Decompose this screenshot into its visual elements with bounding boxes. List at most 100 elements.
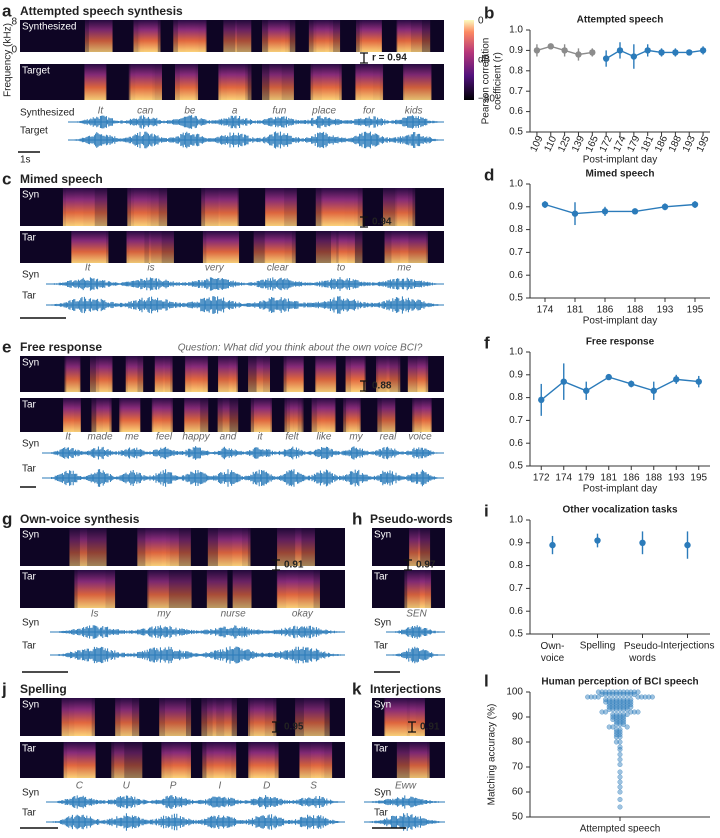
spectrogram-energy <box>64 356 79 392</box>
swarm-point <box>595 689 601 695</box>
r-marker <box>272 559 280 571</box>
y-tick-label: 0.5 <box>509 293 523 304</box>
swarm-point <box>635 709 641 715</box>
x-tick-label: 172 <box>598 134 615 154</box>
spectrogram-label: Tar <box>22 233 37 244</box>
swarm-point <box>599 691 605 698</box>
panel-letter: c <box>2 169 11 188</box>
y-tick-label: 1.0 <box>509 347 523 358</box>
x-tick-label: 193 <box>681 134 698 154</box>
x-tick-label: 139 <box>570 134 587 154</box>
spectrogram-energy <box>79 528 107 566</box>
chart-title: Other vocalization tasks <box>562 505 677 516</box>
spectrogram-energy <box>202 231 239 263</box>
data-point <box>541 201 549 208</box>
swarm-point <box>617 751 623 758</box>
spectrogram-energy <box>396 742 428 778</box>
swarm-point <box>603 691 609 698</box>
spectrogram-energy <box>381 398 396 432</box>
wave-label: Synthesized <box>20 108 74 119</box>
x-tick-label: Attempted speech <box>580 824 661 833</box>
swarm-point <box>617 761 623 768</box>
spectrogram-energy <box>223 20 237 52</box>
spectrogram-energy <box>384 231 409 263</box>
spectrogram-energy <box>299 742 322 778</box>
data-point <box>601 208 609 215</box>
y-tick-label: 60 <box>512 787 524 798</box>
panel-letter: a <box>2 1 12 20</box>
word: can <box>137 106 154 117</box>
x-tick-label: 174 <box>537 305 554 316</box>
data-point <box>639 539 646 546</box>
data-point <box>699 47 707 54</box>
data-point <box>589 49 596 56</box>
swarm-point <box>610 691 616 698</box>
swarm-point <box>617 746 623 753</box>
y-axis-label: coefficient (r) <box>493 52 504 110</box>
chart-title: Attempted speech <box>577 15 664 26</box>
spectrogram-energy <box>178 20 196 52</box>
r-value: r = 0.94 <box>372 53 407 64</box>
swarm-point <box>617 789 623 795</box>
swarm-point <box>639 694 645 700</box>
series-line <box>540 376 699 401</box>
word: P <box>170 781 177 792</box>
wave-label: Tar <box>22 464 37 475</box>
y-tick-label: 0.7 <box>509 86 523 97</box>
spectrogram-energy <box>217 356 237 392</box>
word: very <box>205 263 225 274</box>
spectrogram-energy <box>165 698 192 736</box>
waveform <box>42 469 444 487</box>
data-point <box>583 387 590 394</box>
spectrogram-energy <box>417 528 431 566</box>
swarm-point <box>610 716 616 723</box>
word: me <box>397 263 411 274</box>
x-axis-label: Post-implant day <box>583 484 657 495</box>
swarm-point <box>617 734 623 740</box>
spectrogram-label: Tar <box>22 744 37 755</box>
chart-title: Free response <box>586 337 655 348</box>
word: and <box>220 432 237 443</box>
panel-letter: h <box>352 509 362 528</box>
panel-title: Free response <box>20 340 102 354</box>
spectrogram-energy <box>288 356 304 392</box>
spectrogram-label: Synthesized <box>22 22 76 33</box>
panel-letter: f <box>484 333 490 352</box>
panel-letter: e <box>2 337 11 356</box>
word: It <box>65 432 72 443</box>
panel-letter: l <box>484 671 489 690</box>
spectrogram-energy <box>127 356 144 392</box>
series-line <box>544 203 696 215</box>
spectrogram-energy <box>217 398 230 432</box>
swarm-point <box>606 706 612 713</box>
chart-title: Mimed speech <box>586 169 655 180</box>
r-marker <box>360 52 368 64</box>
word: nurse <box>221 609 246 620</box>
spectrogram-energy <box>286 570 320 608</box>
waveform <box>386 625 445 639</box>
r-value: 0.88 <box>372 381 392 392</box>
wave-label: Syn <box>22 788 39 799</box>
spectrogram-energy <box>331 231 348 263</box>
spectrogram-energy <box>137 528 179 566</box>
spectrogram-energy <box>201 188 221 226</box>
spectrogram-energy <box>99 356 112 392</box>
swarm-point <box>617 706 623 713</box>
data-point <box>673 376 680 383</box>
word: okay <box>292 609 314 620</box>
word: It <box>98 106 105 117</box>
spectrogram-energy <box>184 398 201 432</box>
spectrogram-energy <box>74 188 108 226</box>
x-tick-label: Own-voice <box>541 641 565 664</box>
spectrogram-energy <box>407 356 417 392</box>
x-tick-label: 181 <box>600 473 617 484</box>
swarm-point <box>603 709 609 715</box>
spectrogram-energy <box>404 64 431 100</box>
x-tick-label: 186 <box>623 473 640 484</box>
r-value: 0.95 <box>284 722 304 733</box>
word: made <box>87 432 112 443</box>
word: D <box>263 781 270 792</box>
spectrogram-energy <box>317 398 331 432</box>
spectrogram-energy <box>198 398 209 432</box>
